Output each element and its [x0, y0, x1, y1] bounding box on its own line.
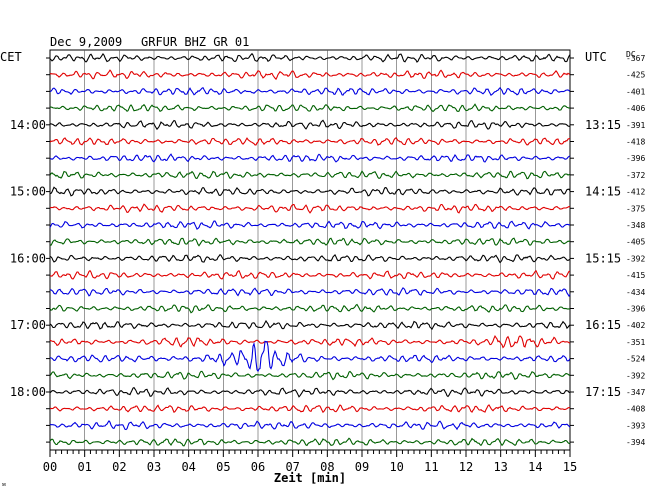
- cet-axis-label: CET: [0, 50, 22, 64]
- trace-16: [49, 303, 571, 314]
- dc-offset-label: -348: [626, 221, 645, 230]
- trace-18: [49, 334, 571, 349]
- dc-offset-label: -396: [626, 154, 645, 163]
- trace-19: [49, 340, 571, 373]
- x-tick-label: 10: [389, 460, 403, 474]
- dc-offset-label: -391: [626, 121, 645, 130]
- trace-6: [49, 137, 571, 146]
- dc-offset-label: -408: [626, 405, 645, 414]
- x-tick-label: 05: [216, 460, 230, 474]
- dc-offset-label: -405: [626, 238, 645, 247]
- utc-labels: 13:15 14:15 15:15 16:15 17:15: [570, 57, 621, 443]
- trace-24: [49, 437, 571, 447]
- cet-tick-label: 17:00: [10, 318, 46, 332]
- dc-offset-label: -425: [626, 71, 645, 80]
- chart-date: Dec 9,2009: [50, 35, 122, 49]
- dc-offset-label: -393: [626, 421, 645, 430]
- trace-14: [50, 269, 571, 280]
- x-tick-label: 02: [112, 460, 126, 474]
- x-tick-label: 01: [77, 460, 91, 474]
- x-tick-label: 07: [285, 460, 299, 474]
- trace-12: [49, 237, 571, 247]
- trace-8: [49, 170, 571, 180]
- dc-offset-label: -347: [626, 388, 645, 397]
- chart-station: GRFUR BHZ GR 01: [141, 35, 249, 49]
- x-axis: 00 01 02 03 04 05 06 07 08 09 10 11 12 13 14 15: [43, 450, 577, 474]
- trace-4: [49, 103, 571, 113]
- cet-tick-label: 14:00: [10, 118, 46, 132]
- utc-tick-label: 16:15: [585, 318, 621, 332]
- trace-2: [49, 69, 571, 81]
- dc-offset-label: -392: [626, 254, 645, 263]
- trace-1: [49, 52, 571, 63]
- trace-15: [49, 287, 571, 297]
- dc-offset-label: -392: [626, 371, 645, 380]
- dc-offset-label: -401: [626, 87, 645, 96]
- x-tick-label: 09: [355, 460, 369, 474]
- dc-offset-label: -372: [626, 171, 645, 180]
- trace-17: [49, 319, 571, 331]
- corner-mark: ᴍ: [2, 481, 6, 488]
- dc-offset-label: -402: [626, 321, 645, 330]
- trace-22: [49, 404, 571, 414]
- utc-tick-label: 13:15: [585, 118, 621, 132]
- trace-13: [49, 253, 571, 264]
- utc-tick-label: 17:15: [585, 385, 621, 399]
- dc-offset-label: -406: [626, 104, 645, 113]
- trace-3: [49, 86, 571, 97]
- x-tick-label: 12: [459, 460, 473, 474]
- trace-23: [49, 419, 571, 431]
- x-tick-label: 06: [251, 460, 265, 474]
- trace-9: [49, 186, 571, 197]
- x-tick-label: 11: [424, 460, 438, 474]
- x-tick-label: 08: [320, 460, 334, 474]
- cet-tick-label: 18:00: [10, 385, 46, 399]
- trace-5: [49, 119, 571, 131]
- utc-tick-label: 14:15: [585, 185, 621, 199]
- x-tick-label: 15: [563, 460, 577, 474]
- x-tick-label: 04: [181, 460, 195, 474]
- x-axis-title: Zeit [min]: [274, 471, 346, 485]
- trace-group: [49, 52, 571, 447]
- dc-offset-label: -412: [626, 188, 645, 197]
- trace-11: [49, 220, 571, 230]
- trace-20: [49, 370, 571, 381]
- dc-offset-label: -396: [626, 305, 645, 314]
- time-grid: [84, 50, 536, 450]
- dc-offset-label: -375: [626, 204, 645, 213]
- trace-10: [50, 203, 571, 214]
- utc-tick-label: 15:15: [585, 251, 621, 265]
- dc-offset-label: -418: [626, 138, 645, 147]
- cet-labels: 14:00 15:00 16:00 17:00 18:00: [10, 57, 50, 443]
- x-tick-label: 13: [493, 460, 507, 474]
- trace-21: [49, 386, 571, 398]
- dc-offset-label: -524: [626, 355, 645, 364]
- dc-offset-label: -434: [626, 288, 645, 297]
- x-tick-label: 14: [528, 460, 542, 474]
- cet-tick-label: 15:00: [10, 185, 46, 199]
- utc-axis-label: UTC: [585, 50, 607, 64]
- dc-offset-labels: -367 -425 -401 -406 -391 -418 -396 -372 -412 -375…: [626, 54, 645, 447]
- dc-offset-label: -351: [626, 338, 645, 347]
- x-tick-label: 03: [147, 460, 161, 474]
- cet-tick-label: 16:00: [10, 251, 46, 265]
- dc-offset-label: -394: [626, 438, 645, 447]
- x-tick-label: 00: [43, 460, 57, 474]
- dc-offset-label: -415: [626, 271, 645, 280]
- dc-label: DC: [626, 50, 636, 59]
- dc-offset-label: -367: [626, 54, 645, 63]
- trace-7: [49, 153, 571, 163]
